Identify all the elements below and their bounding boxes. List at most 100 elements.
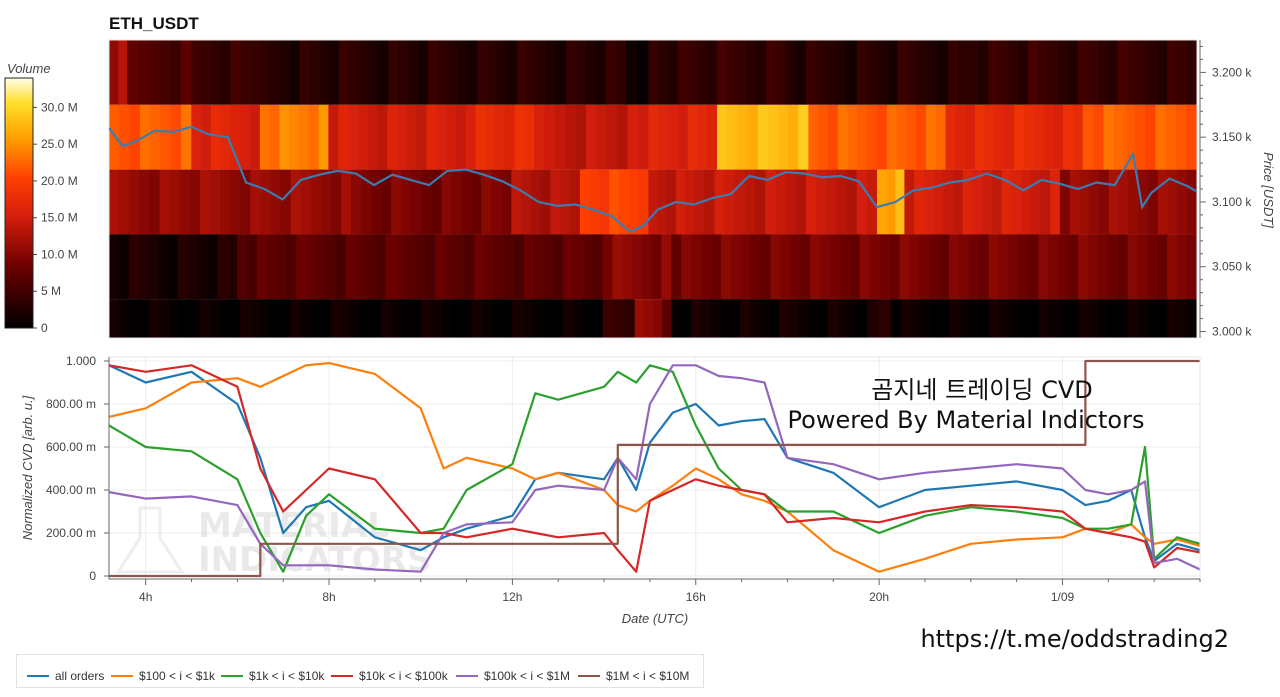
heatmap-cell [1039,299,1050,338]
heatmap-cell [632,234,642,299]
heatmap-cell [237,234,248,299]
heatmap-cell [918,40,929,105]
heatmap-cell [810,234,821,299]
heatmap-cell [1028,234,1039,299]
cvd-y-tick-label: 800.00 m [46,397,96,411]
heatmap-cell [348,105,358,170]
heatmap-cell [198,234,208,299]
price-tick-label: 3.200 k [1212,65,1252,79]
heatmap-cell [1128,234,1139,299]
heatmap-cell [260,105,270,170]
heatmap-cell [1148,299,1159,338]
heatmap-cell [756,40,766,105]
heatmap-cell [720,299,730,338]
heatmap-cell [688,105,698,170]
heatmap-cell [428,40,439,105]
heatmap-cell [329,40,340,105]
heatmap-cell [750,299,760,338]
colorbar-tick-label: 5 M [41,284,61,298]
heatmap-cell [361,299,372,338]
price-tick-label: 3.050 k [1212,260,1252,274]
heatmap-cell [1177,170,1187,235]
heatmap-cell [291,170,302,235]
telegram-url: https://t.me/oddstrading2 [920,625,1229,653]
heatmap-cell [306,234,317,299]
heatmap-cell [887,105,897,170]
heatmap-cell [129,170,140,235]
heatmap-cell [436,105,446,170]
legend-label: all orders [55,669,104,683]
heatmap-cell [836,40,847,105]
heatmap-cell [946,105,956,170]
heatmap-cell [995,105,1005,170]
heatmap-cell [638,105,649,170]
heatmap-cell [979,234,990,299]
heatmap-cell [462,299,473,338]
heatmap-cell [171,105,182,170]
heatmap-cell [442,299,453,338]
heatmap-cell [552,299,563,338]
heatmap-cell [160,170,171,235]
heatmap-cell [848,299,858,338]
heatmap-cell [766,40,776,105]
heatmap-cell [648,105,658,170]
heatmap-cell [1138,234,1149,299]
heatmap-cell [593,234,604,299]
heatmap-cell [398,40,409,105]
heatmap-cell [857,40,868,105]
heatmap-cell [319,105,329,170]
heatmap-cell [1079,170,1089,235]
heatmap-cell [289,105,299,170]
heatmap-cell [1104,105,1115,170]
legend: all orders $100 < i < $1k $1k < i < $10k… [16,654,704,688]
heatmap-cell [950,299,961,338]
heatmap-cell [475,105,485,170]
heatmap-cell [586,40,597,105]
heatmap-cell [211,40,221,105]
heatmap-cell [1068,234,1079,299]
heatmap [109,40,1198,338]
heatmap-cell [972,170,982,235]
heatmap-cell [1158,299,1169,338]
heatmap-cell [877,170,887,235]
heatmap-cell [1118,234,1129,299]
heatmap-cell [999,299,1010,338]
heatmap-cell [560,170,570,235]
heatmap-cell [1050,170,1060,235]
heatmap-cell [1118,299,1129,338]
heatmap-cell [220,299,231,338]
heatmap-cell [309,105,319,170]
heatmap-cell [741,234,752,299]
heatmap-cell [119,105,130,170]
cvd-y-axis-label: Normalized CVD [arb. u.] [20,395,35,540]
heatmap-cell [857,105,867,170]
heatmap-cell [586,105,597,170]
heatmap-cell [1114,105,1125,170]
heatmap-cell [280,40,291,105]
heatmap-cell [149,299,160,338]
heatmap-cell [1093,105,1104,170]
heatmap-cell [485,105,495,170]
heatmap-cell [481,170,492,235]
heatmap-cell [1048,40,1059,105]
heatmap-cell [920,299,931,338]
heatmap-cell [890,234,901,299]
heatmap-cell [257,234,268,299]
heatmap-cell [748,105,759,170]
heatmap-cell [613,234,623,299]
heatmap-cell [542,299,553,338]
heatmap-cell [467,40,478,105]
overlay-title: 곰지네 트레이딩 CVD [871,376,1092,404]
heatmap-cell [168,234,178,299]
heatmap-cell [1088,40,1099,105]
heatmap-cell [969,234,980,299]
heatmap-cell [597,105,608,170]
x-axis-label: Date (UTC) [622,611,688,626]
heatmap-cell [990,299,1001,338]
heatmap-cell [328,105,338,170]
heatmap-cell [978,40,989,105]
heatmap-cell [1031,170,1041,235]
heatmap-cell [642,234,652,299]
chart-canvas: ETH_USDT Volume 30.0 M 25.0 M 20.0 M 15.0 M… [0,0,1280,654]
heatmap-cell [681,234,692,299]
